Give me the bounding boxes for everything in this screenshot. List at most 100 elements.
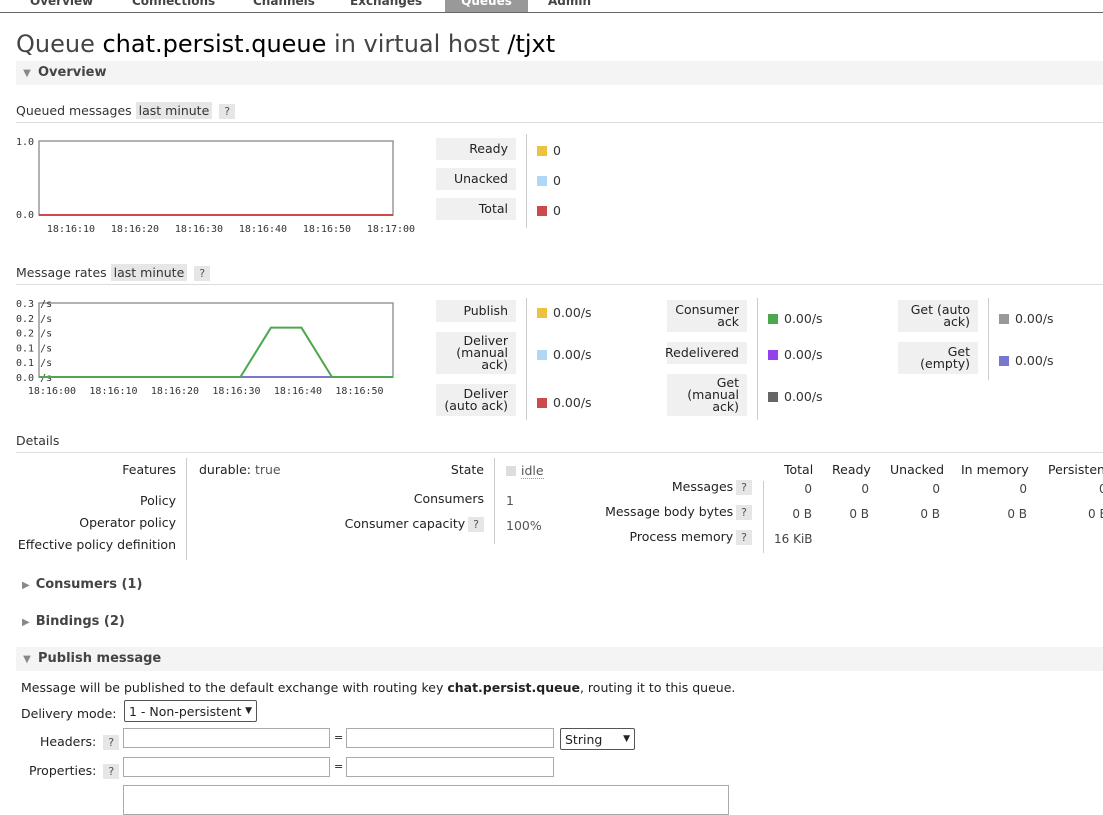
y-tick-label: 0.0 /s bbox=[16, 373, 52, 384]
state-value: idle bbox=[506, 463, 544, 479]
redelivered-swatch bbox=[768, 349, 778, 360]
headers-help-button[interactable]: ? bbox=[103, 735, 120, 750]
vhost-name: /tjxt bbox=[507, 30, 556, 58]
legend-divider bbox=[526, 298, 527, 420]
delivery-mode-value: 1 - Non-persistent bbox=[129, 703, 242, 719]
queued-help-button[interactable]: ? bbox=[219, 104, 236, 119]
bytes-ready: 0 B bbox=[849, 507, 869, 521]
equals-sign: = bbox=[334, 731, 344, 744]
legend-divider bbox=[526, 134, 527, 228]
title-mid: in virtual host bbox=[334, 30, 500, 58]
y-tick-label: 0.3 /s bbox=[16, 299, 52, 310]
legend-redelivered-label: Redelivered bbox=[665, 342, 747, 364]
messages-help-button[interactable]: ? bbox=[736, 480, 752, 495]
chevron-down-icon: ▼ bbox=[245, 706, 252, 716]
overview-section-header[interactable]: ▼ Overview bbox=[16, 61, 1103, 85]
x-tick-label: 18:16:50 bbox=[335, 386, 383, 397]
queued-messages-title: Queued messages last minute ? bbox=[16, 102, 236, 119]
divider bbox=[16, 452, 1103, 453]
deliver-manual-value: 0.00/s bbox=[553, 347, 592, 362]
tab-overview[interactable]: Overview bbox=[30, 0, 94, 8]
queued-range-selector[interactable]: last minute bbox=[135, 102, 213, 119]
collapsed-triangle-icon: ▶ bbox=[22, 580, 30, 591]
col-persistent: Persistent bbox=[1048, 462, 1103, 477]
delivery-mode-label: Delivery mode: bbox=[21, 706, 117, 721]
details-divider bbox=[186, 458, 187, 560]
legend-get-empty-value: 0.00/s bbox=[999, 353, 1054, 368]
messages-in-memory: 0 bbox=[1019, 482, 1027, 496]
x-tick-label: 18:16:30 bbox=[175, 224, 223, 234]
bytes-unacked: 0 B bbox=[920, 507, 940, 521]
deliver-manual-swatch bbox=[537, 349, 547, 360]
consumer-capacity-label: Consumer capacity? bbox=[344, 516, 484, 532]
features-value: durable: true bbox=[199, 462, 281, 477]
bytes-in-memory: 0 B bbox=[1007, 507, 1027, 521]
property-key-input[interactable] bbox=[123, 757, 330, 777]
messages-unacked: 0 bbox=[932, 482, 940, 496]
y-tick-label: 0.2 /s bbox=[16, 329, 52, 340]
body-bytes-help-button[interactable]: ? bbox=[736, 505, 752, 520]
bytes-persistent: 0 B bbox=[1088, 507, 1103, 521]
x-tick-label: 18:16:40 bbox=[239, 224, 287, 234]
x-tick-label: 18:16:10 bbox=[47, 224, 95, 234]
tab-queues[interactable]: Queues bbox=[445, 0, 528, 12]
consumer-capacity-value: 100% bbox=[506, 518, 542, 533]
rates-range-selector[interactable]: last minute bbox=[110, 264, 188, 281]
publish-header-label: Publish message bbox=[38, 651, 162, 666]
consumers-value: 1 bbox=[506, 493, 514, 508]
process-memory-help-button[interactable]: ? bbox=[736, 530, 752, 545]
payload-textarea[interactable] bbox=[123, 785, 729, 815]
consumer-capacity-text: Consumer capacity bbox=[344, 516, 466, 531]
redelivered-value: 0.00/s bbox=[784, 347, 823, 362]
consumers-header-label: Consumers (1) bbox=[35, 577, 143, 592]
rates-help-button[interactable]: ? bbox=[194, 266, 211, 281]
header-value-input[interactable] bbox=[346, 728, 554, 748]
bytes-total: 0 B bbox=[792, 507, 812, 521]
x-tick-label: 18:16:00 bbox=[28, 386, 76, 397]
publish-section-header[interactable]: ▼ Publish message bbox=[16, 647, 1103, 671]
tab-connections[interactable]: Connections bbox=[132, 0, 216, 8]
y-tick-label: 0.1 /s bbox=[16, 343, 52, 354]
bindings-header-label: Bindings (2) bbox=[35, 614, 125, 629]
body-bytes-label: Message body bytes bbox=[605, 504, 734, 519]
header-type-select[interactable]: String ▼ bbox=[560, 728, 635, 750]
tab-admin[interactable]: Admin bbox=[548, 0, 592, 8]
messages-total: 0 bbox=[804, 482, 812, 496]
features-key: durable: bbox=[199, 462, 251, 477]
tab-exchanges[interactable]: Exchanges bbox=[350, 0, 423, 8]
delivery-mode-select[interactable]: 1 - Non-persistent ▼ bbox=[124, 700, 257, 722]
details-title: Details bbox=[16, 433, 60, 448]
publish-swatch bbox=[537, 307, 547, 318]
capacity-help-button[interactable]: ? bbox=[468, 517, 484, 532]
headers-label: Headers: ? bbox=[40, 734, 120, 750]
note-prefix: Message will be published to the default… bbox=[21, 680, 448, 695]
divider bbox=[16, 122, 1103, 123]
publish-note: Message will be published to the default… bbox=[21, 680, 735, 695]
x-tick-label: 18:16:40 bbox=[274, 386, 322, 397]
queued-messages-chart: 1.0 0.0 18:16:10 18:16:20 18:16:30 18:16:40 18… bbox=[16, 137, 415, 234]
legend-publish-label: Publish bbox=[436, 300, 516, 322]
divider bbox=[16, 284, 1103, 285]
y-tick-label: 1.0 bbox=[16, 137, 34, 148]
header-key-input[interactable] bbox=[123, 728, 330, 748]
page-title: Queue chat.persist.queue in virtual host… bbox=[16, 30, 555, 58]
queued-messages-label: Queued messages bbox=[16, 103, 132, 118]
consumers-section-header[interactable]: ▶ Consumers (1) bbox=[22, 577, 142, 592]
legend-get-empty-label: Get (empty) bbox=[898, 342, 978, 374]
legend-divider bbox=[988, 298, 989, 380]
note-routing-key: chat.persist.queue bbox=[447, 680, 580, 695]
legend-total-value: 0 bbox=[537, 203, 561, 218]
headers-label-text: Headers: bbox=[40, 734, 97, 749]
process-memory-value: 16 KiB bbox=[774, 532, 813, 546]
expanded-triangle-icon: ▼ bbox=[23, 654, 31, 665]
bindings-section-header[interactable]: ▶ Bindings (2) bbox=[22, 614, 125, 629]
properties-help-button[interactable]: ? bbox=[103, 764, 120, 779]
property-value-input[interactable] bbox=[346, 757, 554, 777]
messages-persistent: 0 bbox=[1099, 482, 1103, 496]
note-suffix: , routing it to this queue. bbox=[579, 680, 736, 695]
title-prefix: Queue bbox=[16, 30, 95, 58]
tab-channels[interactable]: Channels bbox=[253, 0, 315, 8]
legend-publish-value: 0.00/s bbox=[537, 305, 592, 320]
legend-divider bbox=[757, 298, 758, 420]
ready-value: 0 bbox=[553, 143, 561, 158]
